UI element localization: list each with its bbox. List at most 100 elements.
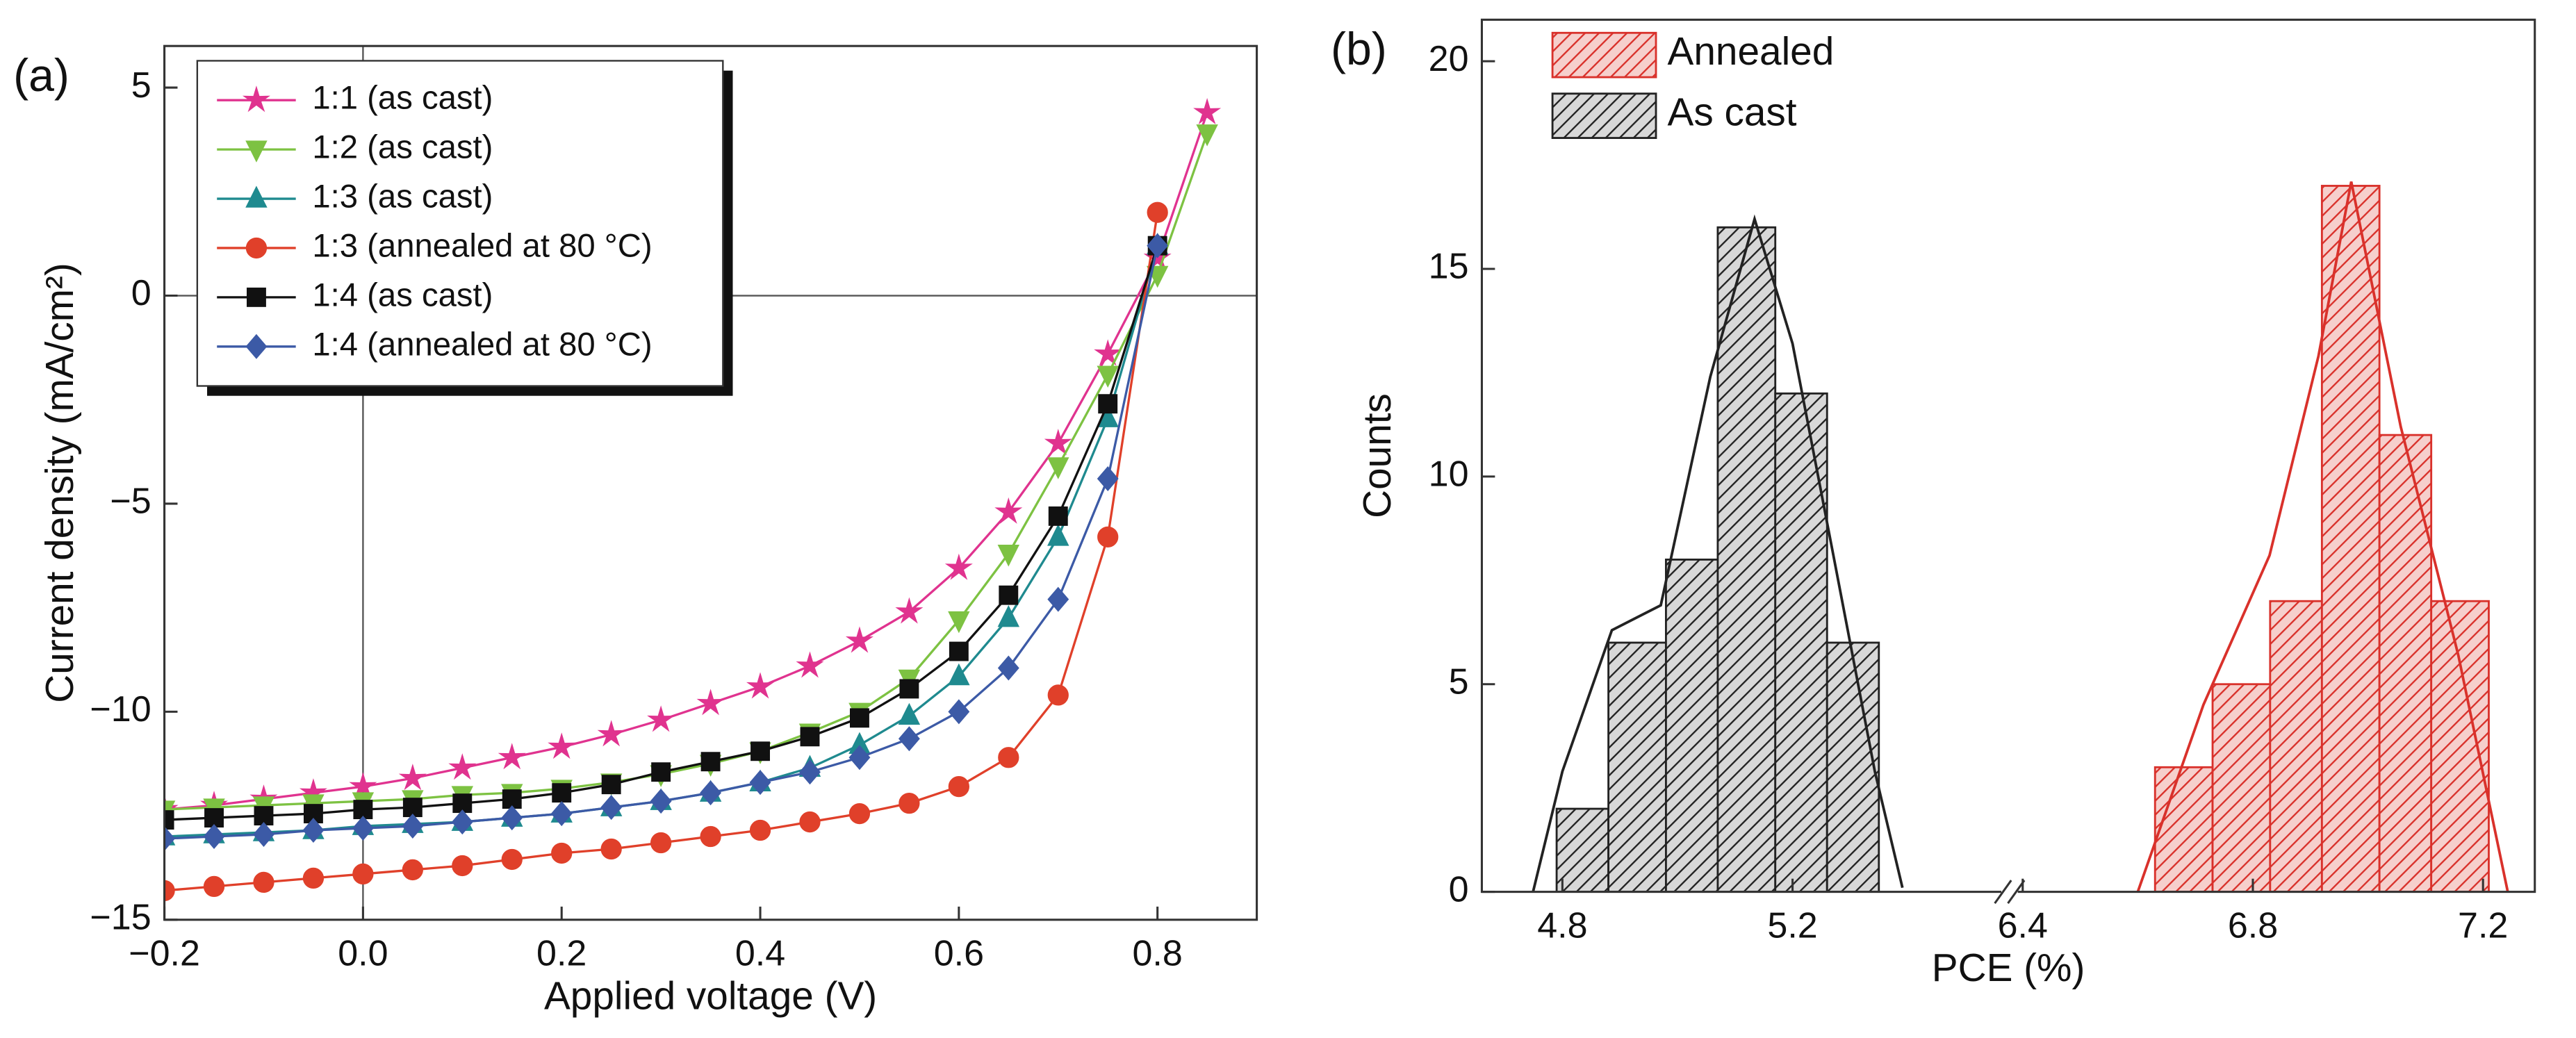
x-tick-label: −0.2 (129, 934, 200, 974)
marker (700, 825, 721, 848)
bar (2153, 766, 2214, 892)
x-tick-label: 6.4 (1998, 905, 2048, 946)
marker (999, 585, 1019, 605)
marker (899, 792, 920, 814)
y-tick-label: 10 (1429, 454, 1469, 495)
marker (452, 855, 473, 877)
marker (245, 140, 268, 163)
marker (848, 745, 871, 771)
marker (845, 626, 873, 653)
marker (597, 720, 625, 747)
marker (997, 604, 1020, 627)
marker (552, 783, 572, 803)
marker (164, 810, 174, 830)
marker (550, 801, 573, 827)
marker (1097, 365, 1119, 388)
marker (498, 743, 526, 770)
x-axis-label: Applied voltage (V) (544, 974, 877, 1018)
marker (749, 770, 771, 796)
marker (944, 553, 973, 580)
marker (1097, 466, 1119, 492)
marker (1047, 586, 1069, 612)
marker (204, 808, 224, 828)
legend-label: 1:4 (as cast) (312, 277, 493, 313)
marker (650, 832, 672, 854)
y-axis-label: Current density (mA/cm²) (38, 263, 82, 702)
marker (1196, 124, 1218, 147)
series-line (164, 133, 1208, 811)
x-tick-label: 6.8 (2228, 905, 2278, 946)
marker (600, 838, 622, 860)
y-tick-label: 15 (1429, 247, 1469, 287)
marker (948, 699, 970, 725)
marker (254, 806, 274, 826)
marker (352, 816, 374, 841)
bar (1664, 559, 1719, 892)
marker (245, 186, 268, 208)
axis-break (2007, 880, 2026, 905)
x-tick-label: 4.8 (1537, 905, 1587, 946)
marker (352, 863, 374, 885)
marker (402, 814, 424, 839)
marker (349, 772, 377, 799)
marker (247, 287, 266, 307)
plot-area (1532, 181, 2509, 892)
marker (849, 708, 869, 728)
panel-title: (a) (13, 50, 69, 101)
marker (998, 747, 1019, 768)
marker (647, 705, 675, 732)
marker (696, 689, 725, 716)
y-tick-label: −5 (110, 481, 151, 522)
x-tick-label: 0.6 (934, 934, 984, 974)
marker (1098, 394, 1118, 414)
marker (245, 237, 268, 259)
marker (1097, 526, 1119, 547)
legend-label: 1:1 (as cast) (312, 80, 493, 117)
marker (302, 818, 325, 843)
legend-label: 1:4 (annealed at 80 °C) (312, 326, 652, 363)
marker (749, 819, 771, 841)
marker (799, 759, 821, 785)
marker (1193, 97, 1222, 125)
legend-label: As cast (1668, 90, 1797, 134)
plot-area (164, 97, 1222, 902)
y-tick-label: 0 (1449, 869, 1469, 909)
marker (799, 811, 821, 833)
y-tick-label: −15 (90, 898, 151, 938)
marker (949, 641, 969, 661)
bar (2269, 600, 2323, 892)
marker (800, 727, 820, 747)
legend-label: Annealed (1668, 30, 1835, 74)
bar (2211, 683, 2272, 892)
marker (651, 762, 671, 782)
marker (796, 651, 824, 678)
legend-label: 1:2 (as cast) (312, 129, 493, 166)
marker (402, 798, 423, 818)
marker (746, 672, 775, 699)
x-tick-label: 0.8 (1133, 934, 1183, 974)
marker (848, 802, 871, 825)
legend-label: 1:3 (as cast) (312, 179, 493, 215)
marker (203, 824, 225, 850)
x-axis-label: PCE (%) (1932, 946, 2085, 990)
x-tick-label: 0.2 (536, 934, 586, 974)
series-line (164, 112, 1208, 811)
legend-label: 1:3 (annealed at 80 °C) (312, 227, 652, 264)
bar (1716, 226, 1777, 892)
marker (253, 871, 274, 893)
marker (700, 780, 722, 806)
marker (501, 805, 523, 831)
marker (1044, 429, 1072, 456)
marker (700, 752, 721, 772)
marker (600, 795, 623, 821)
marker (1147, 233, 1169, 258)
marker (1094, 339, 1122, 366)
marker (245, 333, 268, 359)
marker (452, 793, 473, 814)
marker (398, 764, 427, 791)
marker (164, 880, 175, 902)
bar (1555, 807, 1610, 892)
bar (1774, 392, 1828, 892)
marker (650, 789, 672, 814)
marker (451, 809, 473, 835)
